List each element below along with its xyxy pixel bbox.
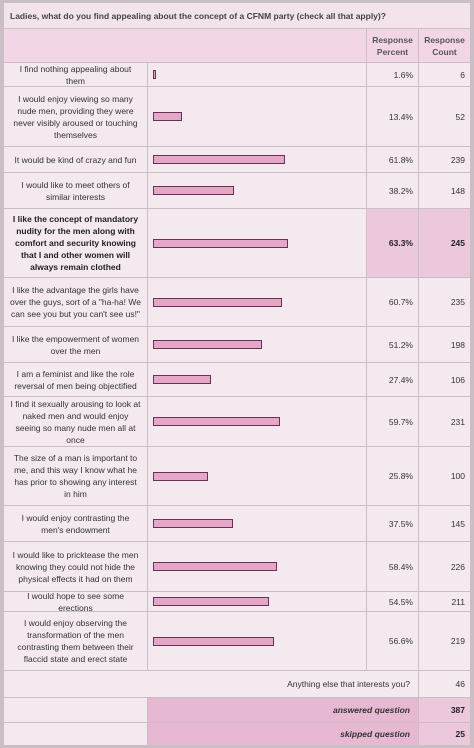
answer-label: I would like to pricktease the men knowi… [4,542,147,591]
answer-label: I would hope to see some erections [4,591,147,613]
answer-label: I like the advantage the girls have over… [4,278,147,326]
answer-label: I would like to meet others of similar i… [4,173,147,208]
header-count: Response Count [419,29,470,62]
percent-bar [153,70,157,79]
bar-cell [148,87,366,146]
response-count: 198 [419,327,470,362]
percent-bar [153,417,281,426]
header-percent: Response Percent [367,29,418,62]
response-count: 245 [419,209,470,277]
percent-bar [153,155,285,164]
answer-label: I like the empowerment of women over the… [4,327,147,362]
answered-count: 387 [419,698,470,722]
response-percent: 63.3% [367,209,418,277]
response-percent: 27.4% [367,363,418,396]
header-blank [4,29,366,62]
skipped-blank [4,723,147,745]
response-percent: 56.6% [367,612,418,670]
response-percent: 51.2% [367,327,418,362]
response-percent: 25.8% [367,447,418,505]
percent-bar [153,636,274,646]
response-percent: 37.5% [367,506,418,541]
response-count: 106 [419,363,470,396]
question-title: Ladies, what do you find appealing about… [4,3,470,28]
response-count: 6 [419,63,470,86]
response-count: 52 [419,87,470,146]
response-count: 235 [419,278,470,326]
response-count: 100 [419,447,470,505]
response-percent: 58.4% [367,542,418,591]
percent-bar [153,112,182,121]
percent-bar [153,597,270,606]
answer-label: I would enjoy contrasting the men's endo… [4,506,147,541]
answer-label: I find it sexually arousing to look at n… [4,397,147,446]
answer-label: I would enjoy observing the transformati… [4,612,147,670]
answered-label: answered question [148,698,418,722]
answer-label: The size of a man is important to me, an… [4,447,147,505]
answer-label: I would enjoy viewing so many nude men, … [4,87,147,146]
response-percent: 1.6% [367,63,418,86]
response-percent: 59.7% [367,397,418,446]
answered-blank [4,698,147,722]
answer-label: It would be kind of crazy and fun [4,147,147,172]
percent-bar [153,562,278,571]
skipped-count: 25 [419,723,470,745]
answer-label: I find nothing appealing about them [4,63,147,86]
response-percent: 13.4% [367,87,418,146]
response-count: 148 [419,173,470,208]
bar-cell [148,63,366,86]
percent-bar [153,519,233,528]
percent-bar [153,186,235,195]
response-percent: 54.5% [367,592,418,611]
percent-bar [153,238,288,248]
percent-bar [153,340,263,349]
response-count: 219 [419,612,470,670]
skipped-label: skipped question [148,723,418,745]
other-label: Anything else that interests you? [4,671,418,697]
response-count: 231 [419,397,470,446]
response-percent: 61.8% [367,147,418,172]
other-count: 46 [419,671,470,697]
percent-bar [153,375,212,384]
answer-label: I am a feminist and like the role revers… [4,363,147,396]
percent-bar [153,297,283,307]
response-percent: 60.7% [367,278,418,326]
response-percent: 38.2% [367,173,418,208]
percent-bar [153,471,208,481]
response-count: 145 [419,506,470,541]
response-count: 239 [419,147,470,172]
answer-label: I like the concept of mandatory nudity f… [4,209,147,277]
response-count: 226 [419,542,470,591]
response-count: 211 [419,592,470,611]
